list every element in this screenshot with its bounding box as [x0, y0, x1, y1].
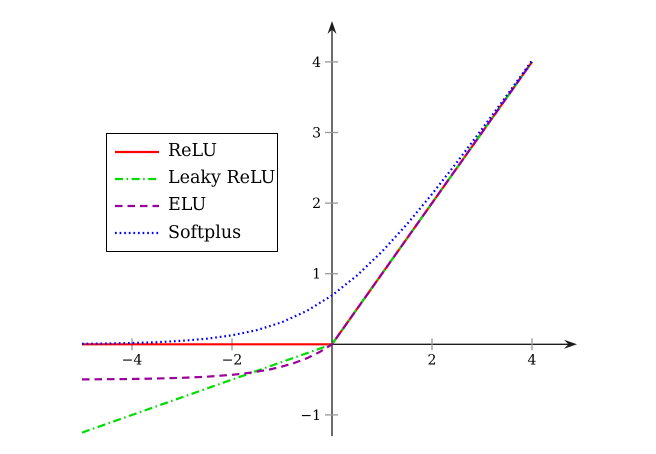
legend-item-elu: ELU — [115, 197, 269, 215]
series-line-leaky-relu — [81, 61, 533, 434]
x-tick-label: −2 — [222, 352, 243, 368]
x-tick-label: −4 — [122, 352, 143, 368]
legend-item-relu: ReLU — [115, 140, 269, 161]
legend-line-sample — [115, 205, 159, 208]
legend-line-sample — [115, 150, 159, 153]
y-tick-label: 2 — [312, 196, 321, 212]
legend-label: ReLU — [168, 140, 217, 161]
legend-item-leaky-relu: Leaky ReLU — [115, 170, 275, 188]
y-tick-label: −1 — [300, 408, 321, 424]
y-tick-label: 3 — [312, 126, 321, 142]
series-line-elu — [81, 61, 533, 381]
legend-item-softplus: Softplus — [115, 222, 269, 243]
legend-label: Leaky ReLU — [168, 168, 276, 189]
x-tick-label: 4 — [528, 352, 537, 368]
legend-line-sample — [115, 177, 159, 180]
series-line-softplus — [81, 59, 533, 345]
legend-line-sample — [115, 232, 159, 235]
y-tick-label: 4 — [312, 55, 321, 71]
x-tick-label: 2 — [428, 352, 437, 368]
y-tick-label: 1 — [312, 267, 321, 283]
y-axis-arrowhead — [327, 20, 337, 34]
legend-label: Softplus — [168, 222, 242, 243]
legend-box: ReLU Leaky ReLU ELU Softplus — [106, 133, 278, 252]
x-axis-arrowhead — [564, 339, 577, 349]
legend-label: ELU — [168, 195, 207, 216]
